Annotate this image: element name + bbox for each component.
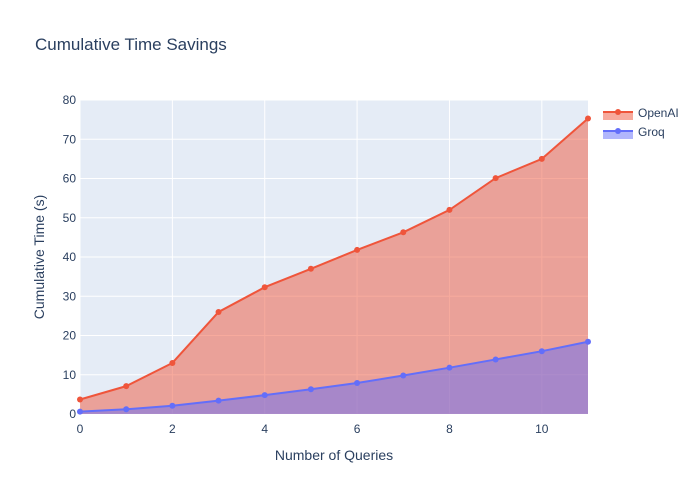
y-tick-label: 40 [63,250,77,264]
openai-point[interactable] [215,308,222,315]
y-tick-label: 20 [63,329,77,343]
x-tick-label: 2 [169,422,176,436]
groq-point[interactable] [215,397,222,404]
x-tick-label: 10 [535,422,549,436]
y-axis-title: Cumulative Time (s) [31,195,47,319]
openai-point[interactable] [307,265,314,272]
y-tick-label: 10 [63,368,77,382]
groq-point[interactable] [77,408,83,415]
legend-marker [615,128,621,134]
openai-point[interactable] [446,206,453,213]
openai-point[interactable] [354,246,361,253]
x-tick-label: 0 [77,422,84,436]
y-tick-label: 70 [63,132,77,146]
legend-label: Groq [638,125,665,139]
legend-swatch [603,112,633,120]
x-tick-label: 8 [446,422,453,436]
groq-point[interactable] [169,402,176,409]
openai-point[interactable] [261,284,268,291]
openai-line [79,117,589,401]
legend[interactable]: OpenAI Groq [603,106,679,139]
x-axis-title: Number of Queries [275,447,393,463]
groq-point[interactable] [585,338,591,345]
groq-point[interactable] [446,364,453,371]
openai-area [80,118,588,414]
legend-swatch [603,131,633,139]
x-tick-label: 6 [354,422,361,436]
openai-point[interactable] [400,229,407,236]
openai-point[interactable] [77,396,83,403]
series-lines [79,117,589,413]
y-tick-label: 80 [63,93,77,107]
openai-point[interactable] [123,383,130,390]
y-tick-label: 50 [63,211,77,225]
x-tick-label: 4 [261,422,268,436]
openai-point[interactable] [492,175,499,182]
chart-title: Cumulative Time Savings [35,35,227,54]
legend-item-openai[interactable]: OpenAI [603,106,679,120]
groq-area [80,341,588,414]
groq-point[interactable] [400,372,407,379]
groq-line [79,340,589,413]
y-tick-labels: 0 10 20 30 40 50 60 70 80 [63,93,77,421]
legend-marker [615,109,621,115]
groq-point[interactable] [354,379,361,386]
groq-point[interactable] [123,406,130,413]
y-tick-label: 60 [63,172,77,186]
openai-point[interactable] [585,115,591,122]
groq-point[interactable] [492,356,499,363]
legend-label: OpenAI [638,106,679,120]
groq-point[interactable] [307,386,314,393]
series-areas [80,118,588,414]
data-points [77,115,591,415]
groq-point[interactable] [538,348,545,355]
y-tick-label: 30 [63,289,77,303]
x-tick-labels: 0 2 4 6 8 10 [77,422,549,436]
groq-point[interactable] [261,392,268,399]
y-tick-label: 0 [69,407,76,421]
openai-point[interactable] [169,359,176,366]
openai-point[interactable] [538,155,545,162]
legend-item-groq[interactable]: Groq [603,125,665,139]
